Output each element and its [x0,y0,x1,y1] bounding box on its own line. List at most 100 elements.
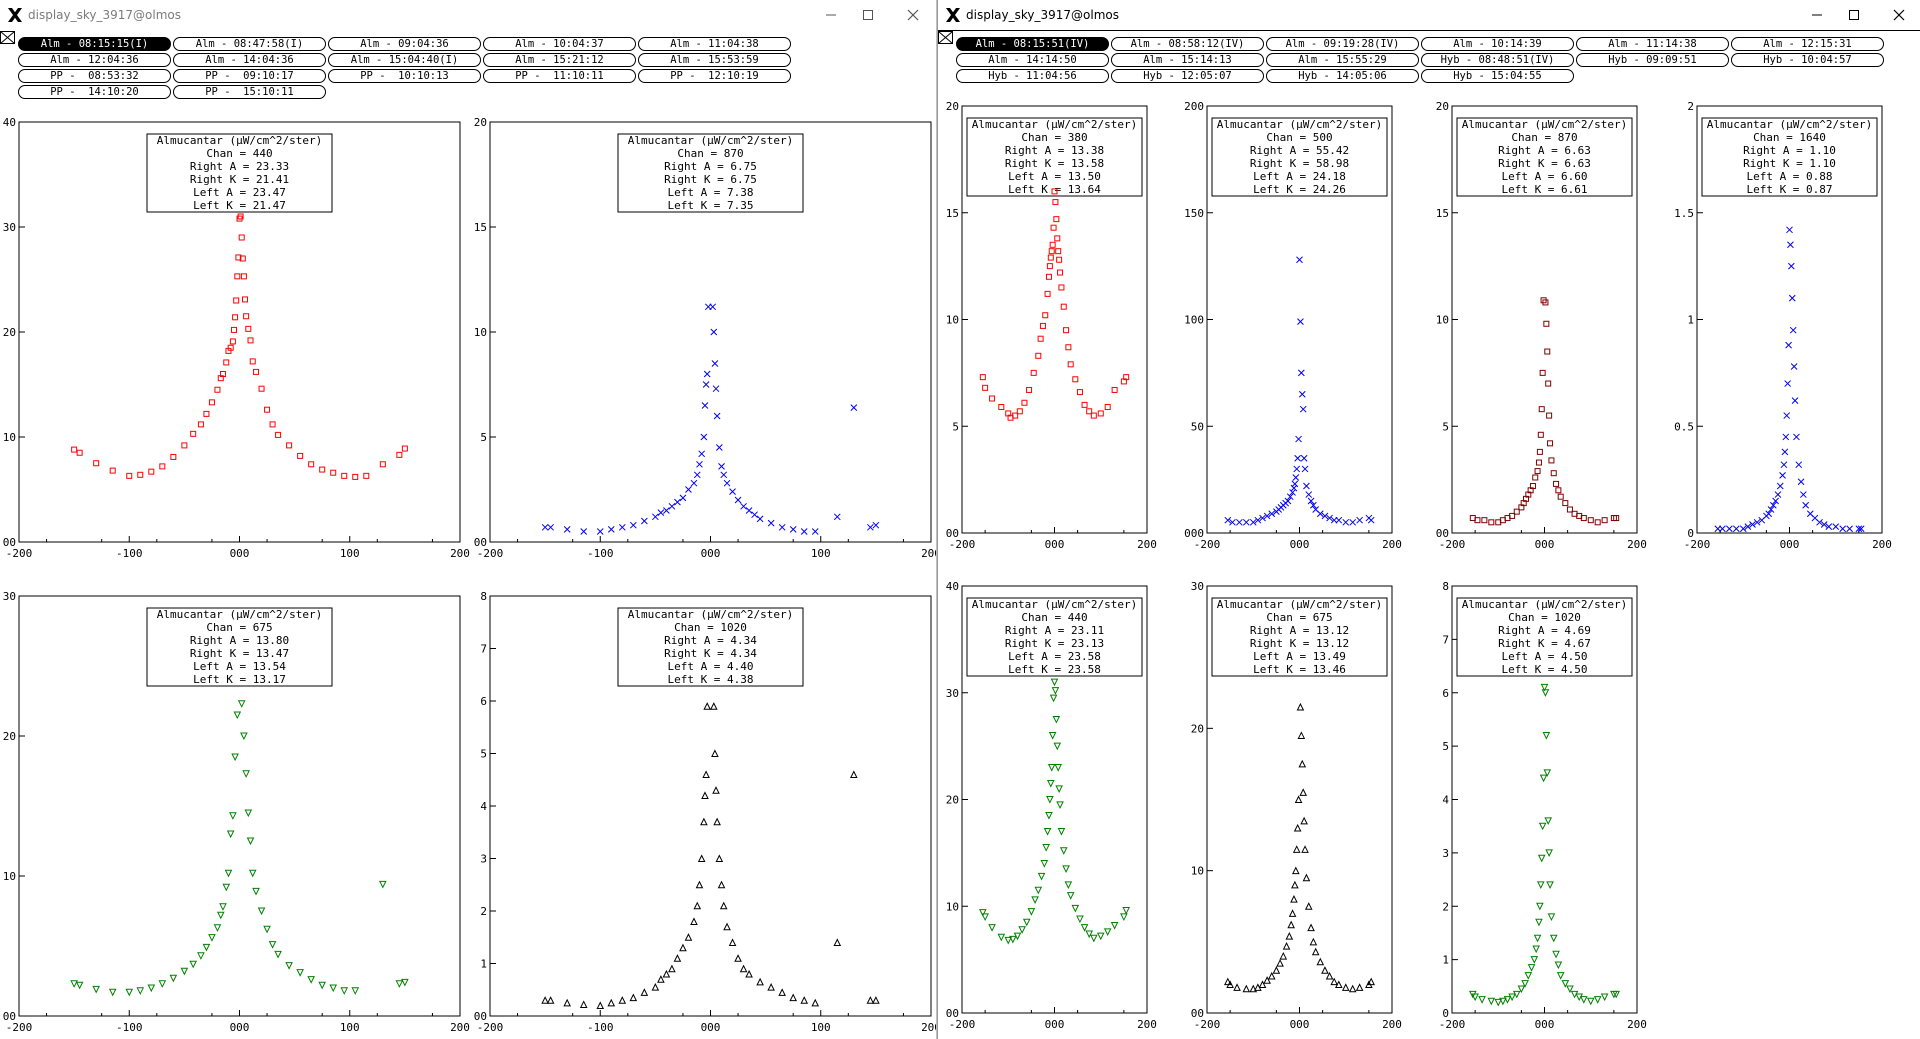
left-close-button[interactable] [896,4,930,26]
data-point [690,479,698,487]
right-title-bar[interactable]: display_sky_3917@olmos [938,0,1920,31]
info-line: Left A = 0.88 [1746,170,1832,183]
data-point [1249,984,1258,993]
data-point [1561,980,1570,988]
panel-title: Almucantar (µW/cm^2/ster) [628,134,794,147]
dataset-button[interactable]: Hyb - 11:04:56 [956,69,1109,83]
data-point [1542,731,1551,740]
dataset-button[interactable]: Alm - 12:04:36 [18,53,171,67]
data-point [800,996,809,1004]
info-line: Right A = 13.12 [1250,624,1349,637]
dataset-button[interactable]: PP - 10:10:13 [328,69,481,83]
right-close-button[interactable] [1882,4,1916,26]
data-point [1521,980,1529,988]
data-point [1321,966,1329,974]
dataset-button[interactable]: Hyb - 12:05:07 [1111,69,1264,83]
left-kill-box-icon[interactable] [0,31,16,44]
data-point [258,385,265,392]
dataset-button[interactable]: Alm - 15:53:59 [638,53,791,67]
data-point [1291,880,1299,889]
data-point [307,976,315,984]
y-tick-label: 30 [946,687,959,700]
info-line: Left K = 4.38 [667,673,753,686]
x-tick-label: 000 [701,1021,721,1034]
dataset-button[interactable]: Alm - 12:15:31 [1731,37,1884,51]
data-point [1545,849,1553,857]
dataset-button[interactable]: Alm - 09:04:36 [328,37,481,51]
dataset-button[interactable]: Alm - 11:04:38 [638,37,791,51]
data-point [1543,320,1550,327]
data-point [1046,779,1055,788]
data-point [1300,454,1308,462]
info-box [1456,117,1633,197]
dataset-button[interactable]: Alm - 08:47:58(I) [173,37,326,51]
dataset-button[interactable]: Alm - 08:15:51(IV) [956,37,1109,51]
data-point [1542,299,1549,306]
x-tick-label: -200 [1439,538,1466,551]
close-icon [1893,9,1905,21]
dataset-button[interactable]: Alm - 15:04:40(I) [328,53,481,67]
dataset-button[interactable]: Alm - 09:19:28(IV) [1266,37,1419,51]
y-tick-label: 30 [1191,580,1204,593]
dataset-button[interactable]: PP - 15:10:11 [173,85,326,99]
dataset-button[interactable]: PP - 12:10:19 [638,69,791,83]
info-line: Right K = 6.63 [1498,157,1591,170]
y-tick-label: 1.5 [1674,207,1694,220]
dataset-button[interactable]: Alm - 14:14:50 [956,53,1109,67]
data-point [1342,518,1350,526]
data-point [1539,369,1546,376]
data-point [998,404,1005,411]
dataset-button[interactable]: PP - 14:10:20 [18,85,171,99]
dataset-button[interactable]: Alm - 15:55:29 [1266,53,1419,67]
data-point [719,901,728,910]
data-point [137,471,144,478]
dataset-button[interactable]: Alm - 15:14:13 [1111,53,1264,67]
data-point [1053,742,1062,751]
data-point [1236,518,1243,526]
data-point [1298,759,1307,768]
dataset-button[interactable]: PP - 08:53:32 [18,69,171,83]
data-point [1080,924,1089,932]
dataset-button[interactable]: Alm - 11:14:38 [1576,37,1729,51]
data-point [1291,480,1299,488]
dataset-button[interactable]: Hyb - 15:04:55 [1421,69,1574,83]
data-point [717,880,726,889]
data-point [1294,795,1303,803]
y-tick-label: 20 [946,794,959,807]
data-point [1039,322,1046,329]
left-maximize-button[interactable] [851,4,885,26]
dataset-button[interactable]: Hyb - 08:48:51(IV) [1421,53,1574,67]
y-tick-label: 2 [1442,900,1449,913]
dataset-button[interactable]: Alm - 14:04:36 [173,53,326,67]
info-line: Right K = 13.47 [190,647,289,660]
dataset-button[interactable]: Alm - 08:15:15(I) [18,37,171,51]
data-point [1122,907,1130,915]
data-point [203,410,210,417]
data-point [1233,983,1241,991]
dataset-button[interactable]: Hyb - 09:09:51 [1576,53,1729,67]
dataset-button[interactable]: Alm - 15:21:12 [483,53,636,67]
data-point [1291,866,1300,875]
dataset-button[interactable]: Hyb - 14:05:06 [1266,69,1419,83]
right-maximize-button[interactable] [1837,4,1871,26]
data-point [1049,694,1058,703]
dataset-button[interactable]: Hyb - 10:04:57 [1731,53,1884,67]
info-line: Right K = 23.13 [1005,637,1104,650]
y-tick-label: 8 [1442,580,1449,593]
info-line: Left A = 7.38 [667,186,753,199]
dataset-button[interactable]: Alm - 08:58:12(IV) [1111,37,1264,51]
data-point [1090,412,1097,419]
right-minimize-button[interactable] [1800,4,1834,26]
dataset-button[interactable]: PP - 09:10:17 [173,69,326,83]
dataset-button[interactable]: Alm - 10:04:37 [483,37,636,51]
data-point [1035,352,1042,359]
data-point [702,770,710,778]
left-title-bar[interactable]: display_sky_3917@olmos [0,0,936,31]
dataset-button[interactable]: Alm - 10:14:39 [1421,37,1574,51]
data-point [208,934,216,942]
dataset-button[interactable]: PP - 11:10:11 [483,69,636,83]
y-tick-label: 30 [3,590,16,603]
right-kill-box-icon[interactable] [938,31,954,44]
left-minimize-button[interactable] [814,4,848,26]
info-line: Left A = 13.54 [193,660,286,673]
